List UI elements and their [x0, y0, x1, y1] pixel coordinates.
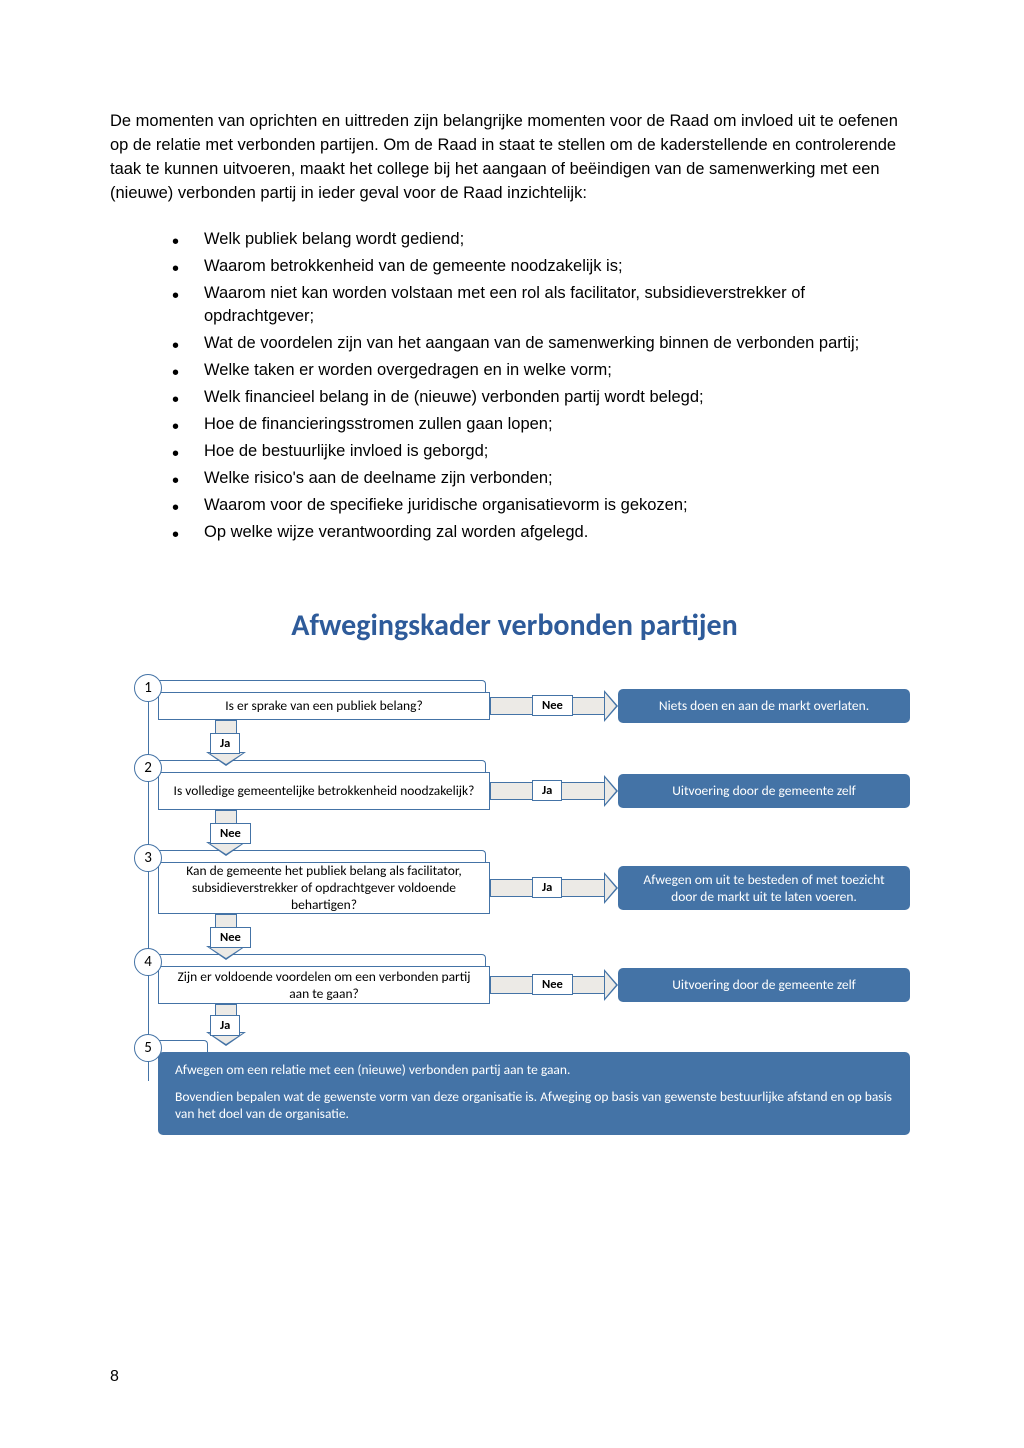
down-label: Nee — [210, 927, 251, 948]
list-item: Welke taken er worden overgedragen en in… — [172, 359, 919, 383]
bracket-line — [148, 850, 486, 862]
final-line2: Bovendien bepalen wat de gewenste vorm v… — [175, 1088, 893, 1122]
list-item: Waarom betrokkenheid van de gemeente noo… — [172, 255, 919, 279]
branch-label: Ja — [532, 877, 562, 898]
list-item: Hoe de bestuurlijke invloed is geborgd; — [172, 440, 919, 464]
down-label: Nee — [210, 823, 251, 844]
question-box: Is volledige gemeentelijke betrokkenheid… — [158, 772, 490, 810]
outcome-box: Uitvoering door de gemeente zelf — [618, 774, 910, 808]
intro-paragraph: De momenten van oprichten en uittreden z… — [110, 110, 919, 206]
outcome-box: Uitvoering door de gemeente zelf — [618, 968, 910, 1002]
step-number: 5 — [134, 1034, 162, 1062]
list-item: Welk publiek belang wordt gediend; — [172, 228, 919, 252]
step-number: 1 — [134, 674, 162, 702]
bracket-line — [148, 680, 486, 692]
branch-label: Nee — [532, 974, 573, 995]
step-number: 4 — [134, 948, 162, 976]
list-item: Waarom niet kan worden volstaan met een … — [172, 282, 919, 330]
bullet-list: Welk publiek belang wordt gediend; Waaro… — [172, 228, 919, 545]
final-box: Afwegen om een relatie met een (nieuwe) … — [158, 1052, 910, 1135]
page-number: 8 — [110, 1368, 119, 1386]
bracket-line — [148, 760, 486, 772]
list-item: Waarom voor de specifieke juridische org… — [172, 494, 919, 518]
question-box: Zijn er voldoende voordelen om een verbo… — [158, 966, 490, 1004]
list-item: Welke risico's aan de deelname zijn verb… — [172, 467, 919, 491]
outcome-box: Afwegen om uit te besteden of met toezic… — [618, 866, 910, 910]
list-item: Welk financieel belang in de (nieuwe) ve… — [172, 386, 919, 410]
branch-label: Nee — [532, 695, 573, 716]
list-item: Wat de voordelen zijn van het aangaan va… — [172, 332, 919, 356]
final-line1: Afwegen om een relatie met een (nieuwe) … — [175, 1061, 893, 1078]
down-label: Ja — [210, 1015, 240, 1036]
flowchart: 1Is er sprake van een publiek belang? Nee… — [120, 672, 920, 1242]
outcome-box: Niets doen en aan de markt overlaten. — [618, 689, 910, 723]
question-box: Is er sprake van een publiek belang? — [158, 692, 490, 720]
list-item: Hoe de financieringsstromen zullen gaan … — [172, 413, 919, 437]
chart-title: Afwegingskader verbonden partijen — [110, 607, 919, 644]
step-number: 3 — [134, 844, 162, 872]
list-item: Op welke wijze verantwoording zal worden… — [172, 521, 919, 545]
question-box: Kan de gemeente het publiek belang als f… — [158, 862, 490, 914]
down-label: Ja — [210, 733, 240, 754]
step-number: 2 — [134, 754, 162, 782]
branch-label: Ja — [532, 780, 562, 801]
vertical-line — [148, 976, 149, 1081]
bracket-line — [148, 954, 486, 966]
